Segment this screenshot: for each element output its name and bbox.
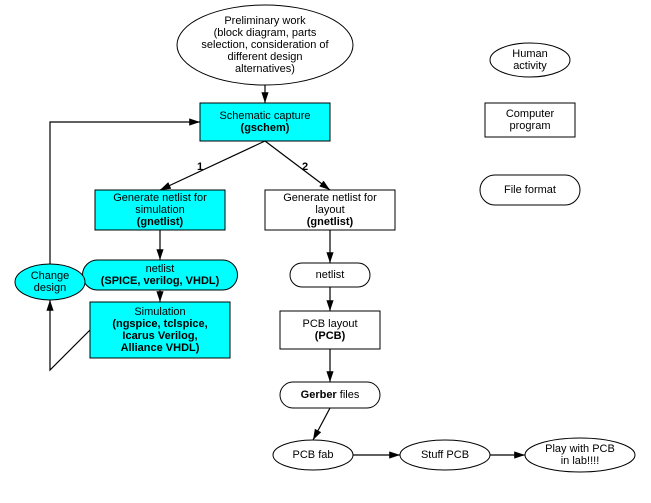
svg-text:program: program xyxy=(510,120,551,132)
svg-text:Preliminary work: Preliminary work xyxy=(224,15,306,27)
svg-text:netlist: netlist xyxy=(146,263,175,275)
svg-text:design: design xyxy=(34,282,66,294)
svg-text:different design: different design xyxy=(227,51,302,63)
svg-text:Schematic capture: Schematic capture xyxy=(219,110,310,122)
svg-text:File format: File format xyxy=(504,184,556,196)
svg-text:Generate netlist for: Generate netlist for xyxy=(113,192,207,204)
svg-text:simulation: simulation xyxy=(135,204,185,216)
svg-text:alternatives): alternatives) xyxy=(235,63,295,75)
svg-text:Alliance VHDL): Alliance VHDL) xyxy=(121,342,200,354)
svg-text:Computer: Computer xyxy=(506,108,555,120)
svg-text:netlist: netlist xyxy=(316,269,345,281)
node-schem: Schematic capture(gschem) xyxy=(200,103,330,141)
node-simulate: Simulation(ngspice, tclspice,Icarus Veri… xyxy=(90,302,230,358)
svg-text:(ngspice, tclspice,: (ngspice, tclspice, xyxy=(112,318,207,330)
svg-text:layout: layout xyxy=(315,204,344,216)
node-simnet: Generate netlist forsimulation(gnetlist) xyxy=(95,190,225,230)
svg-text:Human: Human xyxy=(512,48,547,60)
svg-text:Change: Change xyxy=(31,270,70,282)
node-pcblayout: PCB layout(PCB) xyxy=(280,311,380,349)
node-layfile: netlist xyxy=(290,263,370,287)
svg-text:1: 1 xyxy=(197,161,203,173)
node-gerber: Gerber files xyxy=(280,382,380,408)
svg-text:(SPICE, verilog, VHDL): (SPICE, verilog, VHDL) xyxy=(101,275,220,287)
svg-text:2: 2 xyxy=(302,161,308,173)
node-prelim: Preliminary work(block diagram, partssel… xyxy=(177,5,353,85)
node-laynet: Generate netlist forlayout(gnetlist) xyxy=(265,190,395,230)
node-pcbfab: PCB fab xyxy=(273,440,353,470)
node-leg_file: File format xyxy=(480,175,580,205)
node-leg_human: Humanactivity xyxy=(490,43,570,77)
svg-text:(gnetlist): (gnetlist) xyxy=(307,216,354,228)
flowchart-canvas: 12Preliminary work(block diagram, partss… xyxy=(0,0,651,503)
svg-text:Play with PCB: Play with PCB xyxy=(545,443,615,455)
svg-text:PCB fab: PCB fab xyxy=(293,449,334,461)
svg-text:(gschem): (gschem) xyxy=(241,122,290,134)
svg-text:Stuff PCB: Stuff PCB xyxy=(421,449,469,461)
node-change: Changedesign xyxy=(15,264,85,300)
node-simfile: netlist(SPICE, verilog, VHDL) xyxy=(83,260,238,290)
svg-text:Simulation: Simulation xyxy=(134,306,185,318)
svg-text:PCB layout: PCB layout xyxy=(302,318,357,330)
node-play: Play with PCBin lab!!!! xyxy=(525,438,635,472)
node-stuff: Stuff PCB xyxy=(400,440,490,470)
svg-text:in lab!!!!: in lab!!!! xyxy=(561,455,600,467)
svg-text:(gnetlist): (gnetlist) xyxy=(137,216,184,228)
svg-text:activity: activity xyxy=(513,60,547,72)
svg-text:(PCB): (PCB) xyxy=(315,330,346,342)
node-leg_comp: Computerprogram xyxy=(485,103,575,137)
svg-text:selection, consideration of: selection, consideration of xyxy=(201,39,329,51)
svg-text:(block diagram, parts: (block diagram, parts xyxy=(214,27,317,39)
svg-text:Generate netlist for: Generate netlist for xyxy=(283,192,377,204)
svg-text:Icarus Verilog,: Icarus Verilog, xyxy=(122,330,197,342)
svg-text:Gerber files: Gerber files xyxy=(301,389,360,401)
